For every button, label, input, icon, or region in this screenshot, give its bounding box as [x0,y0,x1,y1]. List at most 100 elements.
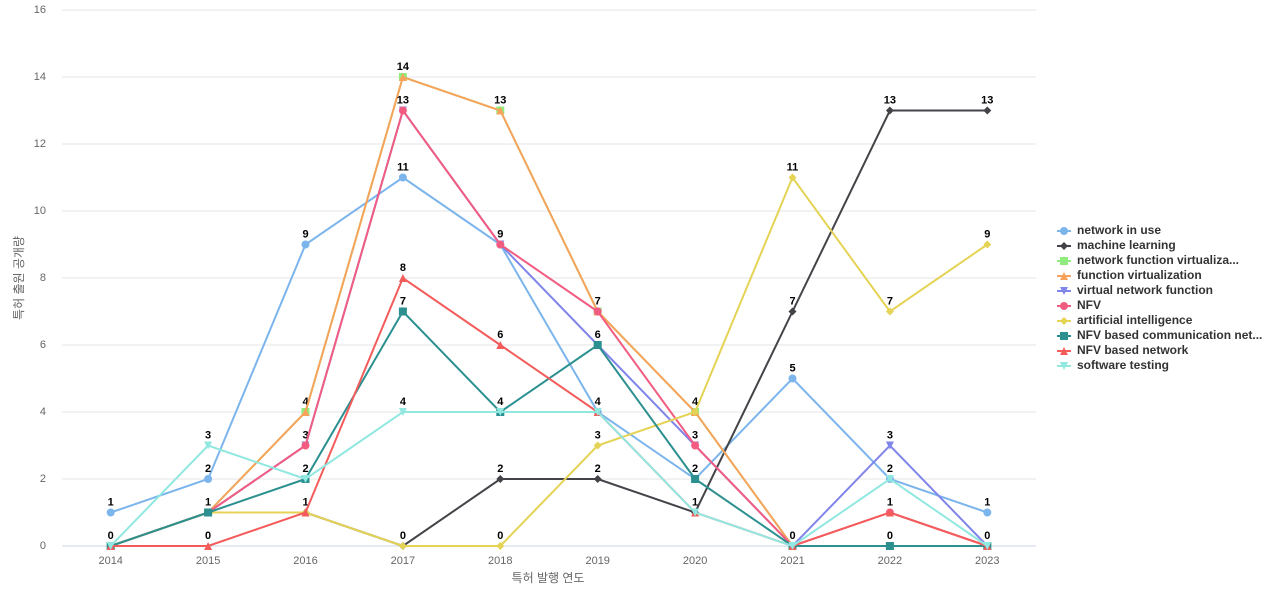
marker [1060,242,1068,250]
data-label: 7 [887,295,893,307]
marker [398,542,407,550]
marker [301,508,310,517]
x-tick-label: 2019 [585,555,609,567]
marker [593,441,602,450]
data-label: 13 [397,94,409,106]
marker [398,307,407,316]
data-label: 11 [397,161,409,173]
line [110,175,988,547]
marker [204,441,213,450]
data-label: 14 [397,61,410,73]
marker [398,173,407,182]
data-label: 1 [984,496,990,508]
data-label: 0 [205,530,211,542]
data-label: 3 [205,429,211,441]
marker [204,508,213,517]
marker [691,475,700,483]
y-tick-label: 10 [34,205,46,217]
marker [496,475,505,483]
data-label: 2 [595,463,601,475]
legend-label: function virtualization [1077,268,1202,282]
marker [398,73,407,81]
marker [496,240,505,249]
data-label: 0 [887,530,893,542]
y-tick-label: 8 [40,272,46,284]
data-label: 3 [692,429,698,441]
y-tick-label: 4 [40,406,46,418]
y-tick-label: 0 [40,540,46,552]
data-label: 1 [692,496,698,508]
data-label: 1 [108,496,114,508]
legend-label: virtual network function [1077,283,1213,297]
data-label: 9 [497,228,503,240]
marker [496,341,505,349]
line [109,411,988,548]
marker [301,408,310,416]
data-label: 1 [302,496,308,508]
marker [983,508,992,517]
data-label: 13 [884,94,896,106]
data-label: 3 [302,429,308,441]
line [110,276,988,548]
y-tick-label: 14 [34,71,46,83]
marker [788,307,797,316]
y-tick-label: 2 [40,473,46,485]
marker [691,508,700,517]
x-tick-label: 2015 [196,555,220,567]
data-label: 4 [692,396,699,408]
marker [1060,227,1068,235]
y-tick-label: 12 [34,138,46,150]
data-label: 9 [984,228,990,240]
data-label: 2 [887,463,893,475]
data-label: 1 [205,496,211,508]
series [106,173,992,550]
marker [1060,347,1068,355]
marker [593,341,602,349]
marker [106,542,115,550]
data-label: 6 [595,329,601,341]
marker [106,508,115,517]
data-label: 4 [595,396,602,408]
data-label: 2 [205,463,211,475]
series [106,408,992,550]
marker [496,542,505,550]
data-label: 2 [692,463,698,475]
line [110,309,988,547]
x-tick-label: 2017 [391,555,415,567]
marker [983,106,992,115]
marker [398,274,407,282]
data-label: 2 [302,463,308,475]
legend-label: network function virtualiza... [1077,253,1239,267]
x-tick-label: 2016 [293,555,317,567]
data-label: 7 [400,295,406,307]
x-tick-label: 2021 [780,555,804,567]
marker [593,408,602,416]
marker [1060,257,1068,265]
data-label: 11 [787,161,799,173]
data-label: 13 [981,94,993,106]
marker [885,441,894,450]
marker [788,173,797,182]
data-label: 7 [595,295,601,307]
y-tick-label: 6 [40,339,46,351]
marker [788,542,797,550]
data-label: 9 [302,228,308,240]
marker [885,508,894,517]
marker [788,374,797,383]
legend-label: network in use [1077,223,1161,237]
data-label: 0 [789,530,795,542]
legend-label: artificial intelligence [1077,313,1193,327]
data-label: 0 [984,530,990,542]
marker [204,542,213,550]
marker [885,106,894,115]
marker [593,307,602,316]
marker [885,307,894,316]
x-axis-title: 특허 발행 연도 [512,570,585,585]
legend-label: NFV [1077,298,1101,312]
x-tick-label: 2014 [98,555,122,567]
marker [691,408,700,416]
line [110,176,988,514]
marker [885,542,894,550]
legend-label: NFV based communication net... [1077,328,1262,342]
marker [301,240,310,249]
